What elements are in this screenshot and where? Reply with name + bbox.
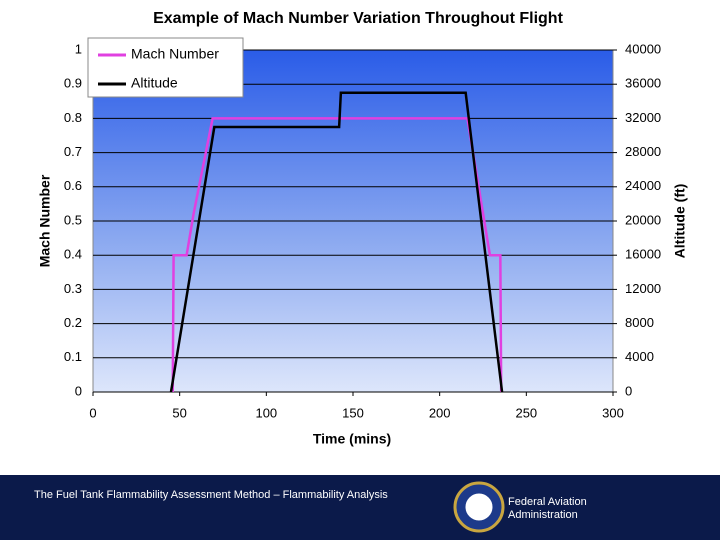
y-axis-label: Mach Number <box>37 174 53 267</box>
x-tick-label: 250 <box>515 405 537 420</box>
y-tick-label: 0.5 <box>64 212 82 227</box>
y-tick-label: 0.8 <box>64 110 82 125</box>
y-tick-label: 0.7 <box>64 144 82 159</box>
x-tick-label: 150 <box>342 405 364 420</box>
series-line <box>171 117 503 393</box>
y2-tick-label: 20000 <box>625 212 661 227</box>
y2-tick-label: 24000 <box>625 178 661 193</box>
y2-tick-label: 36000 <box>625 76 661 91</box>
y-tick-label: 0.3 <box>64 281 82 296</box>
y-tick-label: 0.1 <box>64 349 82 364</box>
y-tick-label: 0.2 <box>64 315 82 330</box>
agency-name-cont: Administration <box>508 509 578 521</box>
y2-tick-label: 32000 <box>625 110 661 125</box>
y2-tick-label: 16000 <box>625 247 661 262</box>
faa-seal-inner <box>464 492 494 522</box>
agency-line: Federal Aviation Administration <box>508 496 587 521</box>
y2-tick-label: 0 <box>625 383 632 398</box>
y-tick-label: 0.6 <box>64 178 82 193</box>
y-tick-label: 1 <box>75 41 82 56</box>
agency-name: Federal Aviation <box>508 496 587 508</box>
footer-caption: The Fuel Tank Flammability Assessment Me… <box>34 489 388 501</box>
plot: 0 0.1 0.2 0.3 0.4 0.5 0.6 0.7 0.8 0.9 1 0 4000 8000 12… <box>64 41 661 420</box>
x-tick-label: 50 <box>172 405 186 420</box>
footer-band <box>0 475 720 540</box>
x-axis-label: Time (mins) <box>313 431 391 447</box>
x-tick-label: 100 <box>255 405 277 420</box>
x-tick-label: 0 <box>89 405 96 420</box>
y-tick-label: 0.9 <box>64 76 82 91</box>
legend <box>87 37 244 98</box>
y-tick-label: 0 <box>75 383 82 398</box>
y2-tick-label: 12000 <box>625 281 661 296</box>
y2-axis-label: Altitude (ft) <box>672 184 688 259</box>
y2-tick-label: 28000 <box>625 144 661 159</box>
x-tick-label: 200 <box>429 405 451 420</box>
chart-title: Example of Mach Number Variation Through… <box>153 10 563 27</box>
x-tick-label: 300 <box>602 405 624 420</box>
legend-label: Altitude <box>131 75 178 91</box>
series-line <box>169 91 504 393</box>
legend-label: Mach Number <box>131 46 219 62</box>
y-tick-label: 0.4 <box>64 247 82 262</box>
y2-tick-label: 8000 <box>625 315 654 330</box>
y2-tick-label: 40000 <box>625 41 661 56</box>
y2-tick-label: 4000 <box>625 349 654 364</box>
